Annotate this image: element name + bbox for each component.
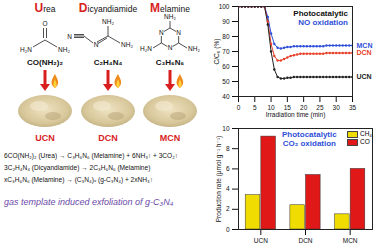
svg-text:30: 30 xyxy=(333,104,341,111)
svg-text:8: 8 xyxy=(226,145,230,152)
svg-text:35: 35 xyxy=(349,104,357,111)
svg-text:Melamine: Melamine xyxy=(150,1,190,15)
svg-text:4: 4 xyxy=(226,185,230,192)
svg-text:DCN: DCN xyxy=(98,133,118,143)
html-text:CO: CO xyxy=(360,138,370,145)
svg-text:20: 20 xyxy=(300,104,308,112)
html-text:NO oxidation: NO oxidation xyxy=(298,18,348,27)
svg-text:90: 90 xyxy=(222,18,230,25)
svg-text:NH₂: NH₂ xyxy=(102,18,114,25)
svg-text:MCN: MCN xyxy=(343,237,358,244)
svg-text:UCN: UCN xyxy=(35,133,55,143)
svg-text:70: 70 xyxy=(222,48,230,55)
svg-text:UCN: UCN xyxy=(357,73,372,80)
html-text:Photocatalytic: Photocatalytic xyxy=(282,130,337,139)
svg-text:NH₂: NH₂ xyxy=(164,13,176,20)
svg-text:DCN: DCN xyxy=(298,237,312,244)
svg-text:10: 10 xyxy=(267,104,275,112)
svg-text:60: 60 xyxy=(222,63,230,70)
svg-text:Dicyandiamide: Dicyandiamide xyxy=(79,1,138,15)
svg-text:MCN: MCN xyxy=(160,133,181,143)
svg-text:5: 5 xyxy=(253,104,257,111)
svg-text:N: N xyxy=(94,41,99,48)
svg-text:6: 6 xyxy=(226,165,230,172)
svg-text:Irradiation time (min): Irradiation time (min) xyxy=(266,111,326,119)
svg-text:O: O xyxy=(42,20,47,27)
svg-text:25: 25 xyxy=(316,104,324,112)
html-text:CH₄: CH₄ xyxy=(360,130,372,137)
svg-text:N: N xyxy=(176,29,181,36)
svg-text:2: 2 xyxy=(226,205,230,212)
svg-text:50: 50 xyxy=(222,78,230,85)
svg-text:gas template induced exfoliati: gas template induced exfoliation of g-C₃… xyxy=(4,197,174,207)
svg-text:DCN: DCN xyxy=(357,49,372,56)
svg-text:MCN: MCN xyxy=(357,42,373,49)
html-text:CO₂ oxidation: CO₂ oxidation xyxy=(282,139,336,148)
svg-text:C/C₀ (%): C/C₀ (%) xyxy=(213,39,221,65)
html-text:Photocatalytic: Photocatalytic xyxy=(293,9,348,18)
svg-text:15: 15 xyxy=(283,104,291,112)
svg-text:CO(NH₂)₂: CO(NH₂)₂ xyxy=(27,58,63,67)
svg-text:xC₃H₆N₆ (Melamine) → (C₃N₄)ₓ (: xC₃H₆N₆ (Melamine) → (C₃N₄)ₓ (g-C₃N₄) + … xyxy=(4,176,153,184)
svg-text:6CO(NH₂)₂ (Urea) → C₃H₆N₆ (Mel: 6CO(NH₂)₂ (Urea) → C₃H₆N₆ (Melamine) + 6… xyxy=(4,152,178,160)
svg-text:NH₂: NH₂ xyxy=(58,46,70,53)
svg-text:3C₂H₄N₄ (Dicyandiamide) → 2C₃H: 3C₂H₄N₄ (Dicyandiamide) → 2C₃H₆N₆ (Melam… xyxy=(4,164,150,172)
svg-text:Production rate (μmol g⁻¹ h⁻¹): Production rate (μmol g⁻¹ h⁻¹) xyxy=(215,136,223,222)
svg-text:UCN: UCN xyxy=(254,237,268,244)
svg-text:N: N xyxy=(168,44,173,51)
svg-text:0: 0 xyxy=(237,104,241,111)
svg-text:C₃H₆N₆: C₃H₆N₆ xyxy=(156,58,185,67)
svg-text:NH₂: NH₂ xyxy=(188,45,200,52)
svg-text:80: 80 xyxy=(222,33,230,40)
svg-text:40: 40 xyxy=(222,93,230,100)
svg-text:C₂H₄N₄: C₂H₄N₄ xyxy=(94,58,123,67)
svg-text:H₂N: H₂N xyxy=(140,45,152,52)
svg-text:Urea: Urea xyxy=(35,1,56,15)
svg-text:NH₂: NH₂ xyxy=(121,41,133,48)
svg-text:10: 10 xyxy=(222,125,230,132)
svg-text:H₂N: H₂N xyxy=(20,46,32,53)
svg-text:0: 0 xyxy=(226,226,230,233)
svg-text:N: N xyxy=(159,29,164,36)
svg-text:100: 100 xyxy=(219,3,230,10)
svg-text:N: N xyxy=(67,33,72,40)
